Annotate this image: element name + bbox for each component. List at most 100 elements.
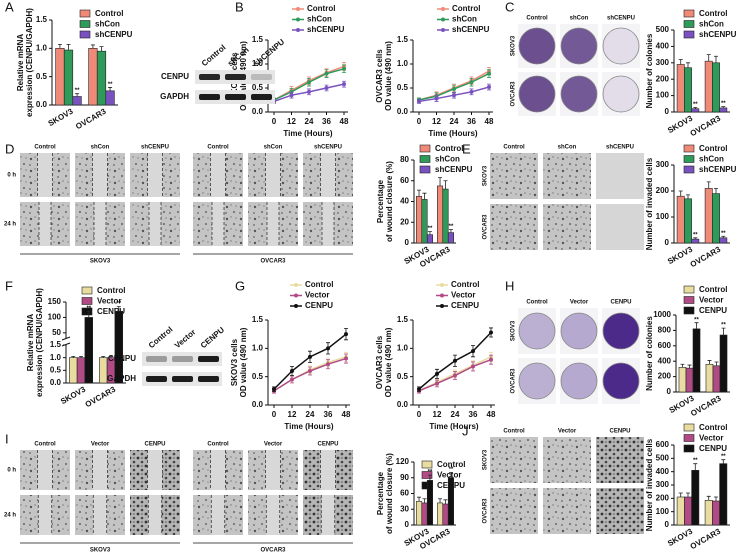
error-bar [99, 46, 104, 52]
image-column-label: shCon [264, 145, 283, 151]
error-bar [686, 492, 690, 497]
wound-edge [92, 495, 108, 535]
legend-label: Vector [451, 291, 475, 300]
panel-letter: A [5, 0, 14, 14]
legend-label: shCon [95, 20, 120, 29]
legend-label: shCon [307, 15, 332, 24]
error-bar [721, 327, 726, 336]
bar [426, 480, 433, 526]
y-tick-label: 40 [400, 197, 409, 206]
error-bar [694, 322, 699, 329]
y-axis-label: Percentage [376, 471, 385, 515]
group-label: OVCAR3 [260, 259, 286, 265]
y-tick-label: 400 [656, 42, 670, 51]
legend-label: Control [452, 4, 480, 13]
image-column-label: shCENPU [607, 16, 635, 22]
error-bar [86, 310, 91, 318]
point [289, 89, 294, 94]
wound-edge [37, 450, 53, 490]
wound-edge [93, 202, 107, 246]
y-tick-label: 600 [658, 341, 672, 350]
x-tick-label: 24 [305, 117, 314, 126]
wound-edge [210, 450, 226, 490]
x-tick-label: OVCAR3 [84, 384, 118, 409]
significance: ** [721, 231, 726, 237]
wound-edge [265, 495, 281, 535]
y-tick-label: 1.0 [36, 43, 48, 52]
error-bar [90, 44, 95, 49]
wound-edge [147, 153, 163, 197]
y-tick-label: 100 [656, 507, 670, 516]
legend-swatch [296, 28, 300, 32]
wound-edge [321, 202, 335, 246]
y-tick-label: 0.5 [397, 372, 409, 381]
point [471, 364, 475, 369]
bar [684, 198, 692, 244]
micrograph [543, 437, 591, 483]
significance: ** [86, 306, 91, 312]
error-bar [706, 54, 711, 62]
micrograph [596, 204, 644, 250]
legend-swatch [440, 283, 444, 287]
significance: ** [694, 317, 699, 323]
point [435, 381, 439, 386]
point [307, 89, 311, 94]
error-bar [422, 498, 427, 503]
legend-label: Vector [97, 297, 121, 306]
y-tick-label: 100 [656, 212, 670, 221]
plate [560, 75, 598, 113]
wound-edge [211, 202, 225, 246]
image-row-label: 24 h [4, 513, 16, 519]
x-tick-label: 48 [485, 117, 494, 126]
wound-gap [38, 495, 52, 535]
bar [691, 108, 700, 113]
bar [676, 64, 685, 113]
error-bar [693, 463, 698, 471]
legend-swatch [683, 423, 695, 432]
image-column-label: Control [207, 442, 229, 448]
wound-gap [149, 202, 161, 246]
legend-swatch [441, 7, 445, 11]
plate [602, 362, 640, 400]
error-bar [438, 177, 443, 186]
bar [88, 48, 98, 106]
panel-letter: G [235, 278, 245, 293]
x-tick-label: SKOV3 [47, 106, 75, 128]
blot-column-label: Control [147, 325, 175, 350]
significance: ** [428, 226, 433, 232]
blot-column-label: CENPU [199, 325, 226, 350]
y-axis-label: Number of colonies [645, 316, 654, 391]
panel-letter: J [462, 423, 469, 438]
image-column-label: shCENPU [141, 145, 169, 151]
point [290, 369, 294, 373]
x-tick-label: 48 [487, 410, 496, 419]
legend-swatch [294, 304, 298, 308]
bar [705, 363, 714, 393]
bar [96, 50, 107, 106]
y-tick-label: 0 [667, 387, 672, 396]
y-tick-label: 0.0 [50, 378, 62, 387]
image-column-label: CENPU [610, 300, 631, 306]
plate [560, 27, 598, 65]
panel-letter: C [505, 0, 514, 14]
wound-edge [320, 450, 336, 490]
image-column-label: CENPU [609, 429, 630, 435]
y-tick-label: 0.0 [36, 100, 48, 109]
image-row-label: SKOV3 [483, 449, 489, 470]
legend-swatch [683, 296, 695, 304]
wound-gap [322, 202, 334, 246]
error-bar [714, 188, 718, 194]
plate [518, 75, 556, 113]
bar [684, 496, 692, 526]
error-bar [721, 235, 726, 238]
y-tick-label: 500 [656, 25, 670, 34]
error-bar [686, 194, 690, 199]
point [487, 85, 491, 90]
x-tick-label: 0 [417, 117, 422, 126]
axis-break [61, 336, 71, 341]
plate [518, 362, 556, 400]
y-tick-label: 200 [658, 372, 672, 381]
bar [692, 328, 701, 393]
error-bar [714, 361, 719, 366]
